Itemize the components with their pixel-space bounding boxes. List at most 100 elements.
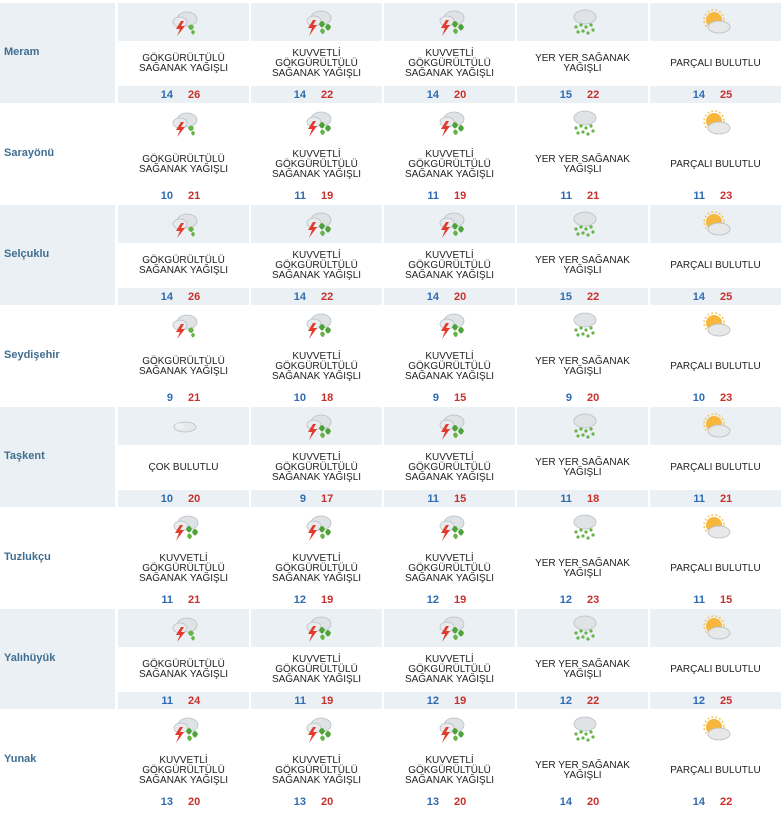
weather-description: YER YER SAĞANAK YAĞIŞLI <box>535 759 630 781</box>
weather-description: KUVVETLİ GÖKGÜRÜLTÜLÜ SAĞANAK YAĞIŞLI <box>271 47 362 79</box>
temperature-range: 14 25 <box>650 86 781 103</box>
thunder-icon <box>172 314 197 339</box>
max-temperature: 21 <box>188 190 201 202</box>
forecast-day-cell: KUVVETLİ GÖKGÜRÜLTÜLÜ SAĞANAK YAĞIŞLI 14 2… <box>383 3 515 103</box>
weather-description: PARÇALI BULUTLU <box>670 663 761 675</box>
showers-icon <box>573 413 596 439</box>
min-temperature: 11 <box>693 190 705 202</box>
district-name[interactable]: Tuzlukçu <box>4 551 51 563</box>
forecast-day-cell: KUVVETLİ GÖKGÜRÜLTÜLÜ SAĞANAK YAĞIŞLI 11 1… <box>250 104 382 204</box>
min-temperature: 13 <box>160 796 173 808</box>
strong-thunder-icon <box>306 111 331 137</box>
strong-thunder-icon <box>439 10 464 36</box>
min-temperature: 10 <box>160 493 173 505</box>
district-row: Seydişehir GÖKGÜRÜLTÜLÜ SAĞANAK YAĞIŞLI 9 2… <box>0 306 784 406</box>
district-name-cell: Sarayönü <box>0 104 116 204</box>
district-name[interactable]: Taşkent <box>4 450 45 462</box>
weather-description: YER YER SAĞANAK YAĞIŞLI <box>535 456 630 478</box>
showers-icon <box>573 514 596 540</box>
strong-thunder-icon <box>306 313 331 339</box>
temperature-range: 14 22 <box>251 288 382 305</box>
district-name[interactable]: Yalıhüyük <box>4 652 56 664</box>
partly-cloudy-icon <box>702 110 730 135</box>
min-temperature: 10 <box>160 190 173 202</box>
temperature-range: 9 17 <box>251 490 382 507</box>
weather-icon-box <box>517 104 648 142</box>
weather-description: GÖKGÜRÜLTÜLÜ SAĞANAK YAĞIŞLI <box>138 355 229 377</box>
forecast-day-cell: ÇOK BULUTLU 10 20 <box>117 407 249 507</box>
forecast-day-cell: KUVVETLİ GÖKGÜRÜLTÜLÜ SAĞANAK YAĞIŞLI 14 2… <box>250 205 382 305</box>
max-temperature: 23 <box>720 190 733 202</box>
weather-description: GÖKGÜRÜLTÜLÜ SAĞANAK YAĞIŞLI <box>138 153 229 175</box>
strong-thunder-icon <box>439 515 464 541</box>
district-name[interactable]: Meram <box>4 46 40 58</box>
weather-description: PARÇALI BULUTLU <box>670 360 761 372</box>
strong-thunder-icon <box>306 616 331 642</box>
weather-description: GÖKGÜRÜLTÜLÜ SAĞANAK YAĞIŞLI <box>138 658 229 680</box>
weather-icon-box <box>251 710 382 748</box>
weather-icon-box <box>517 306 648 344</box>
min-temperature: 9 <box>299 493 306 505</box>
min-temperature: 11 <box>560 190 572 202</box>
showers-icon <box>573 110 596 136</box>
district-name[interactable]: Sarayönü <box>4 147 55 159</box>
weather-icon-box <box>251 3 382 41</box>
min-temperature: 14 <box>426 291 439 303</box>
forecast-day-cell: PARÇALI BULUTLU 11 21 <box>649 407 781 507</box>
forecast-day-cell: PARÇALI BULUTLU 11 15 <box>649 508 781 608</box>
weather-description: YER YER SAĞANAK YAĞIŞLI <box>535 52 630 74</box>
temperature-range: 11 15 <box>650 591 781 608</box>
max-temperature: 20 <box>454 796 467 808</box>
max-temperature: 17 <box>321 493 334 505</box>
strong-thunder-icon <box>439 111 464 137</box>
partly-cloudy-icon <box>702 716 730 741</box>
min-temperature: 12 <box>426 594 439 606</box>
max-temperature: 21 <box>720 493 733 505</box>
showers-icon <box>573 312 596 338</box>
weather-icon-box <box>118 710 249 748</box>
temperature-range: 14 22 <box>251 86 382 103</box>
min-temperature: 9 <box>565 392 572 404</box>
weather-icon-box <box>118 407 249 445</box>
forecast-day-cell: PARÇALI BULUTLU 12 25 <box>649 609 781 709</box>
forecast-day-cell: KUVVETLİ GÖKGÜRÜLTÜLÜ SAĞANAK YAĞIŞLI 11 1… <box>383 407 515 507</box>
weather-description: PARÇALI BULUTLU <box>670 764 761 776</box>
max-temperature: 20 <box>188 493 201 505</box>
weather-description: YER YER SAĞANAK YAĞIŞLI <box>535 355 630 377</box>
weather-description: KUVVETLİ GÖKGÜRÜLTÜLÜ SAĞANAK YAĞIŞLI <box>271 249 362 281</box>
min-temperature: 11 <box>161 594 173 606</box>
strong-thunder-icon <box>173 717 198 743</box>
district-row: Tuzlukçu KUVVETLİ GÖKGÜRÜLTÜLÜ SAĞANAK YA… <box>0 508 784 608</box>
district-name-cell: Taşkent <box>0 407 116 507</box>
forecast-day-cell: YER YER SAĞANAK YAĞIŞLI 11 18 <box>516 407 648 507</box>
forecast-day-cell: PARÇALI BULUTLU 10 23 <box>649 306 781 406</box>
weather-icon-box <box>650 205 781 243</box>
min-temperature: 15 <box>559 89 572 101</box>
max-temperature: 15 <box>454 493 467 505</box>
strong-thunder-icon <box>439 212 464 238</box>
forecast-day-cell: KUVVETLİ GÖKGÜRÜLTÜLÜ SAĞANAK YAĞIŞLI 11 1… <box>383 104 515 204</box>
district-name[interactable]: Selçuklu <box>4 248 50 260</box>
weather-icon-box <box>517 609 648 647</box>
weather-icon-box <box>251 609 382 647</box>
forecast-day-cell: KUVVETLİ GÖKGÜRÜLTÜLÜ SAĞANAK YAĞIŞLI 11 2… <box>117 508 249 608</box>
weather-description: KUVVETLİ GÖKGÜRÜLTÜLÜ SAĞANAK YAĞIŞLI <box>138 552 229 584</box>
forecast-day-cell: GÖKGÜRÜLTÜLÜ SAĞANAK YAĞIŞLI 10 21 <box>117 104 249 204</box>
forecast-day-cell: PARÇALI BULUTLU 14 25 <box>649 205 781 305</box>
temperature-range: 11 21 <box>650 490 781 507</box>
temperature-range: 9 21 <box>118 389 249 406</box>
max-temperature: 22 <box>321 89 334 101</box>
district-name-cell: Tuzlukçu <box>0 508 116 608</box>
min-temperature: 13 <box>293 796 306 808</box>
max-temperature: 19 <box>321 594 334 606</box>
weather-description: KUVVETLİ GÖKGÜRÜLTÜLÜ SAĞANAK YAĞIŞLI <box>404 249 495 281</box>
weather-description: KUVVETLİ GÖKGÜRÜLTÜLÜ SAĞANAK YAĞIŞLI <box>404 653 495 685</box>
weather-description: PARÇALI BULUTLU <box>670 57 761 69</box>
district-name[interactable]: Yunak <box>4 753 37 765</box>
temperature-range: 11 19 <box>251 692 382 709</box>
partly-cloudy-icon <box>702 514 730 539</box>
showers-icon <box>573 211 596 237</box>
weather-icon-box <box>251 104 382 142</box>
district-name[interactable]: Seydişehir <box>4 349 60 361</box>
weather-icon-box <box>251 508 382 546</box>
